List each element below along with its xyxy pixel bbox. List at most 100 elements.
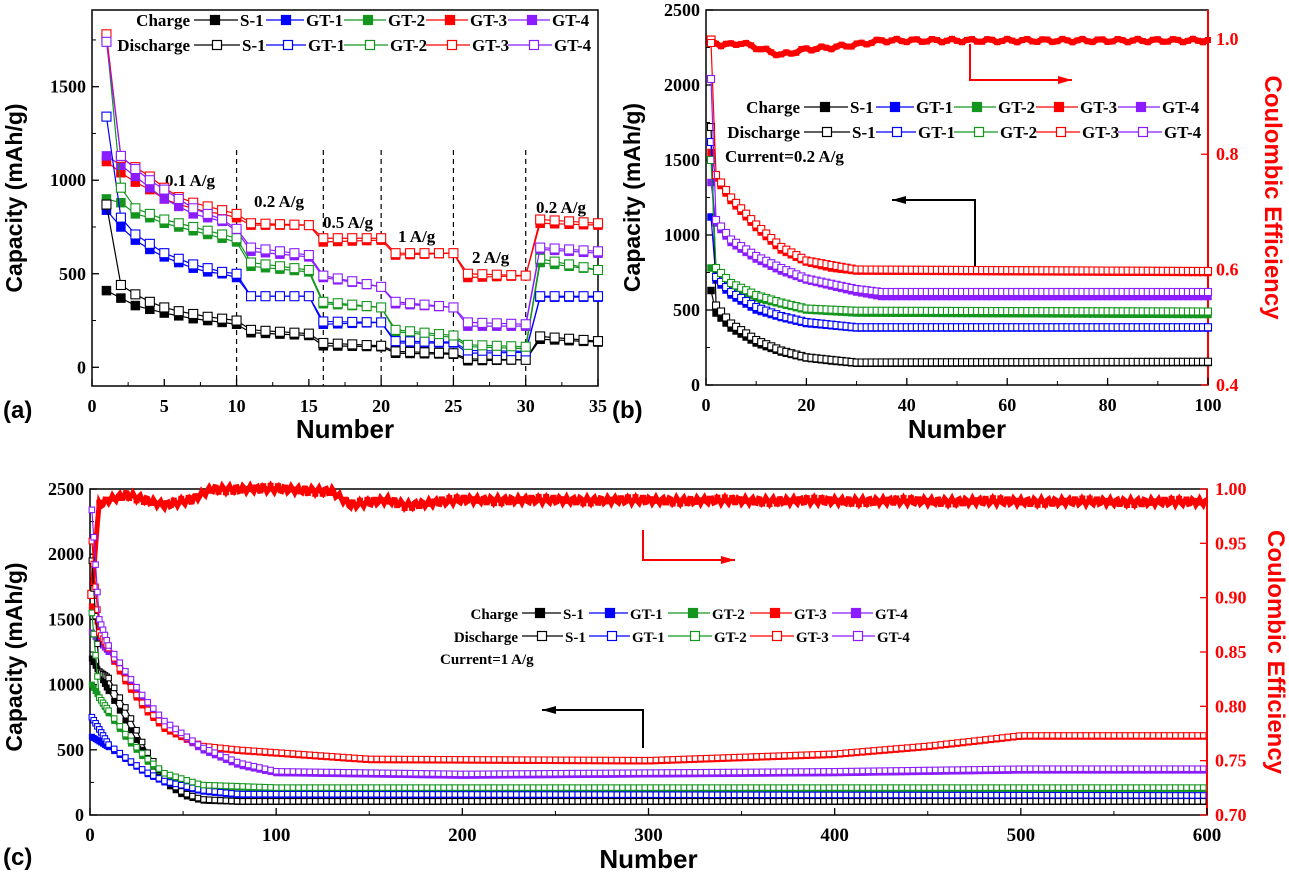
data-point bbox=[820, 750, 827, 758]
ce-point bbox=[1194, 37, 1201, 44]
data-point bbox=[318, 337, 329, 349]
series-discharge-GT-4 bbox=[706, 74, 1213, 297]
data-point bbox=[836, 784, 844, 791]
data-point bbox=[328, 753, 336, 760]
data-point bbox=[535, 253, 546, 264]
data-point bbox=[1043, 732, 1051, 739]
data-point bbox=[607, 769, 615, 777]
data-point bbox=[552, 769, 559, 777]
data-point bbox=[284, 798, 291, 805]
series-line bbox=[91, 658, 1204, 803]
data-point bbox=[200, 744, 207, 752]
data-point bbox=[892, 767, 900, 774]
data-point bbox=[311, 751, 319, 759]
data-point bbox=[479, 791, 487, 798]
data-point bbox=[708, 798, 716, 805]
data-point bbox=[602, 791, 609, 798]
data-point bbox=[1199, 792, 1207, 799]
data-point bbox=[747, 784, 755, 791]
data-point bbox=[691, 791, 699, 799]
data-point bbox=[159, 214, 170, 225]
data-point bbox=[245, 291, 257, 302]
data-point bbox=[373, 791, 380, 798]
data-point bbox=[714, 791, 721, 799]
data-point bbox=[347, 339, 358, 350]
data-point bbox=[714, 768, 721, 776]
data-point bbox=[1172, 732, 1179, 739]
x-tick-label: 25 bbox=[444, 396, 462, 416]
series-charge-GT-3 bbox=[707, 148, 1212, 277]
data-point bbox=[440, 798, 448, 805]
data-point bbox=[1026, 791, 1034, 799]
ce-point bbox=[964, 36, 971, 43]
data-point bbox=[306, 768, 313, 776]
data-point bbox=[239, 746, 246, 754]
data-point bbox=[490, 770, 498, 778]
ce-point bbox=[483, 499, 490, 506]
data-point bbox=[267, 784, 274, 791]
ce-point bbox=[736, 496, 743, 503]
data-point bbox=[781, 784, 788, 791]
data-point bbox=[1049, 732, 1056, 739]
ce-point bbox=[883, 39, 890, 46]
series-charge-GT-4 bbox=[707, 178, 1212, 301]
series-discharge-GT-3 bbox=[101, 29, 604, 281]
data-point bbox=[540, 791, 548, 798]
data-point bbox=[1088, 798, 1095, 805]
data-point bbox=[412, 784, 420, 791]
data-point bbox=[384, 769, 392, 777]
ce-point bbox=[833, 497, 840, 504]
data-point bbox=[725, 798, 732, 805]
data-point bbox=[1043, 791, 1051, 799]
ce-point bbox=[572, 499, 579, 506]
data-point bbox=[1071, 791, 1079, 799]
data-point bbox=[390, 755, 397, 763]
data-point bbox=[462, 339, 473, 350]
x-tick-label: 600 bbox=[1193, 825, 1222, 846]
data-point bbox=[101, 151, 112, 161]
data-point bbox=[468, 798, 475, 805]
x-tick-label: 400 bbox=[820, 825, 849, 846]
data-point bbox=[717, 222, 726, 231]
data-point bbox=[1026, 765, 1034, 773]
data-point bbox=[591, 791, 598, 798]
data-point bbox=[853, 748, 861, 756]
data-point bbox=[144, 208, 155, 219]
data-point bbox=[405, 336, 416, 347]
data-point bbox=[641, 791, 649, 798]
data-point bbox=[1127, 765, 1134, 773]
ce-point bbox=[1205, 36, 1211, 43]
data-point bbox=[1105, 798, 1112, 805]
data-point bbox=[1177, 784, 1185, 791]
ce-point bbox=[1094, 36, 1101, 43]
data-point bbox=[434, 770, 442, 777]
data-point bbox=[753, 798, 760, 805]
data-point bbox=[138, 766, 146, 773]
ce-point bbox=[1049, 39, 1056, 46]
ce-point bbox=[1064, 37, 1071, 44]
data-point bbox=[306, 751, 313, 759]
data-point bbox=[250, 762, 258, 770]
data-point bbox=[524, 784, 531, 791]
data-point bbox=[881, 746, 889, 753]
data-point bbox=[680, 791, 688, 799]
data-point bbox=[596, 791, 604, 798]
data-point bbox=[211, 743, 219, 751]
data-point bbox=[231, 208, 242, 219]
data-point bbox=[361, 278, 372, 290]
data-point bbox=[730, 798, 738, 805]
data-point bbox=[1203, 323, 1213, 332]
data-point bbox=[1004, 791, 1012, 799]
data-point bbox=[202, 225, 213, 236]
data-point bbox=[1194, 798, 1201, 805]
ce-point bbox=[550, 494, 557, 501]
x-tick-label: 200 bbox=[448, 825, 477, 846]
data-point bbox=[937, 798, 945, 805]
y2-tick-label: 0.80 bbox=[1215, 696, 1247, 716]
data-point bbox=[1199, 784, 1207, 791]
ce-point bbox=[738, 40, 745, 47]
data-point bbox=[101, 111, 112, 122]
ce-point bbox=[922, 497, 929, 504]
data-point bbox=[362, 755, 369, 762]
